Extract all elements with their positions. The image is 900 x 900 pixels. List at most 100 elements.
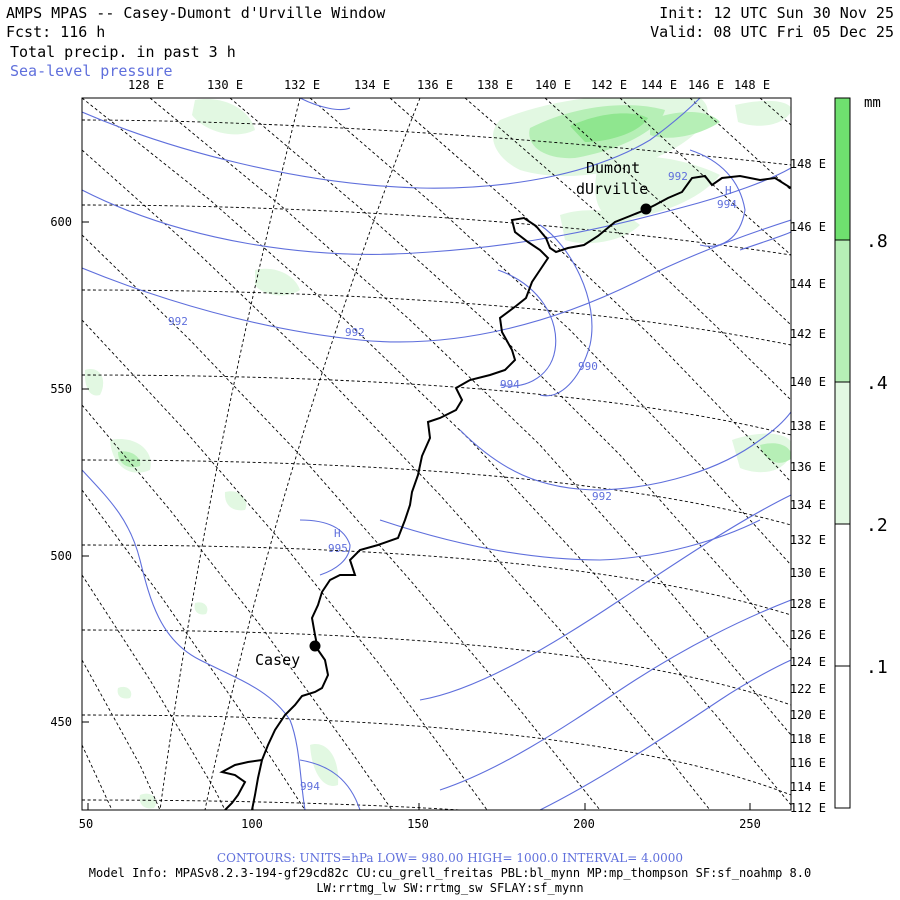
x-axis-label: 50 (79, 817, 93, 831)
top-lon-label: 148 E (734, 78, 770, 92)
graticule-line (82, 574, 226, 810)
precip-patch (560, 210, 640, 244)
isobar-line (299, 519, 351, 576)
colorbar-segment-mid (834, 239, 851, 383)
graticule-line (689, 98, 791, 191)
isobar-label: 994 (500, 378, 520, 391)
graticule-line (82, 629, 791, 706)
model-info: Model Info: MPASv8.2.3-194-gf29cd82c CU:… (88, 866, 812, 880)
precip-patch (760, 443, 791, 463)
right-lon-label: 142 E (790, 327, 826, 341)
graticule-line (82, 98, 791, 806)
isobar-label: 995 (328, 542, 348, 555)
plot-area (82, 98, 791, 810)
y-axis-label: 600 (50, 215, 72, 229)
graticule-line (204, 98, 421, 810)
graticule-line (82, 659, 161, 810)
isobar-line (299, 98, 351, 111)
right-lon-label: 124 E (790, 655, 826, 669)
graticule-line (309, 98, 791, 566)
precip-patch (192, 99, 255, 135)
isobar-label: 992 (668, 170, 688, 183)
precip-patch (224, 491, 247, 511)
init-time: Init: 12 UTC Sun 30 Nov 25 (659, 4, 894, 22)
x-axis-label: 150 (407, 817, 429, 831)
right-lon-label: 148 E (790, 157, 826, 171)
coastline-path (251, 174, 791, 810)
colorbar-segment-high (834, 97, 851, 241)
valid-time: Valid: 08 UTC Fri 05 Dec 25 (650, 23, 894, 41)
y-axis-label: 450 (50, 715, 72, 729)
isobar-label: 992 (345, 326, 365, 339)
top-lon-label: 136 E (417, 78, 453, 92)
isobar-line (739, 231, 791, 251)
x-axis-label: 100 (241, 817, 263, 831)
isobar-line (497, 269, 557, 387)
station-dot-casey (309, 640, 321, 652)
right-lon-label: 126 E (790, 628, 826, 642)
top-lon-label: 140 E (535, 78, 571, 92)
isobar-line (689, 149, 746, 247)
graticule-line (82, 714, 791, 796)
colorbar-units: mm (864, 95, 881, 111)
graticule-line (389, 98, 791, 483)
top-lon-label: 144 E (641, 78, 677, 92)
graticule-line (82, 149, 711, 810)
graticule-line (82, 204, 791, 256)
right-lon-label: 144 E (790, 277, 826, 291)
isobar-line (439, 599, 791, 791)
colorbar-segment-none (834, 523, 851, 667)
top-lon-label: 134 E (354, 78, 390, 92)
graticule-line (464, 98, 791, 401)
isobar-line (82, 219, 791, 343)
plot-frame (81, 97, 792, 811)
colorbar-label: .8 (866, 231, 888, 252)
precip-shading (84, 98, 791, 809)
overlay-name: Sea-level pressure (10, 62, 173, 80)
precip-patch (255, 268, 300, 296)
high-marker: H (725, 184, 732, 197)
top-lon-label: 138 E (477, 78, 513, 92)
graticule-line (82, 544, 791, 616)
forecast-hour: Fcst: 116 h (6, 23, 106, 41)
coastline (219, 174, 791, 810)
right-lon-label: 122 E (790, 682, 826, 696)
isobar-line (419, 494, 791, 701)
station-label-casey: Casey (255, 651, 300, 669)
graticule-line (82, 489, 306, 810)
isobar-line (82, 167, 791, 255)
graticule-line (82, 374, 791, 436)
right-lon-label: 132 E (790, 533, 826, 547)
isobar-line (82, 469, 306, 810)
isobar-label: 992 (168, 315, 188, 328)
top-lon-label: 146 E (688, 78, 724, 92)
precip-patch (139, 793, 157, 809)
axis-ticks (82, 221, 751, 810)
isobar-label: 994 (300, 780, 320, 793)
station-label-durville: dUrville (576, 180, 648, 198)
right-lon-label: 136 E (790, 460, 826, 474)
graticule-line (82, 119, 791, 166)
station-label-dumont: Dumont (586, 159, 640, 177)
y-axis-label: 500 (50, 549, 72, 563)
graticule-line (82, 459, 791, 526)
right-lon-label: 130 E (790, 566, 826, 580)
precip-patch (117, 686, 132, 699)
isobar-line (539, 224, 593, 397)
right-lon-label: 114 E (790, 780, 826, 794)
graticule-line (82, 404, 393, 810)
precip-patch (310, 744, 339, 786)
field-name: Total precip. in past 3 h (10, 43, 236, 61)
high-marker: H (334, 527, 341, 540)
graticule-line (82, 799, 461, 810)
graticule-line (82, 234, 601, 810)
graticule (82, 98, 791, 810)
top-lon-label: 130 E (207, 78, 243, 92)
precip-patch (735, 100, 791, 126)
x-axis-label: 200 (573, 817, 595, 831)
top-lon-label: 142 E (591, 78, 627, 92)
isobars (82, 98, 791, 810)
colorbar-label: .4 (866, 373, 888, 394)
graticule-line (149, 98, 791, 736)
